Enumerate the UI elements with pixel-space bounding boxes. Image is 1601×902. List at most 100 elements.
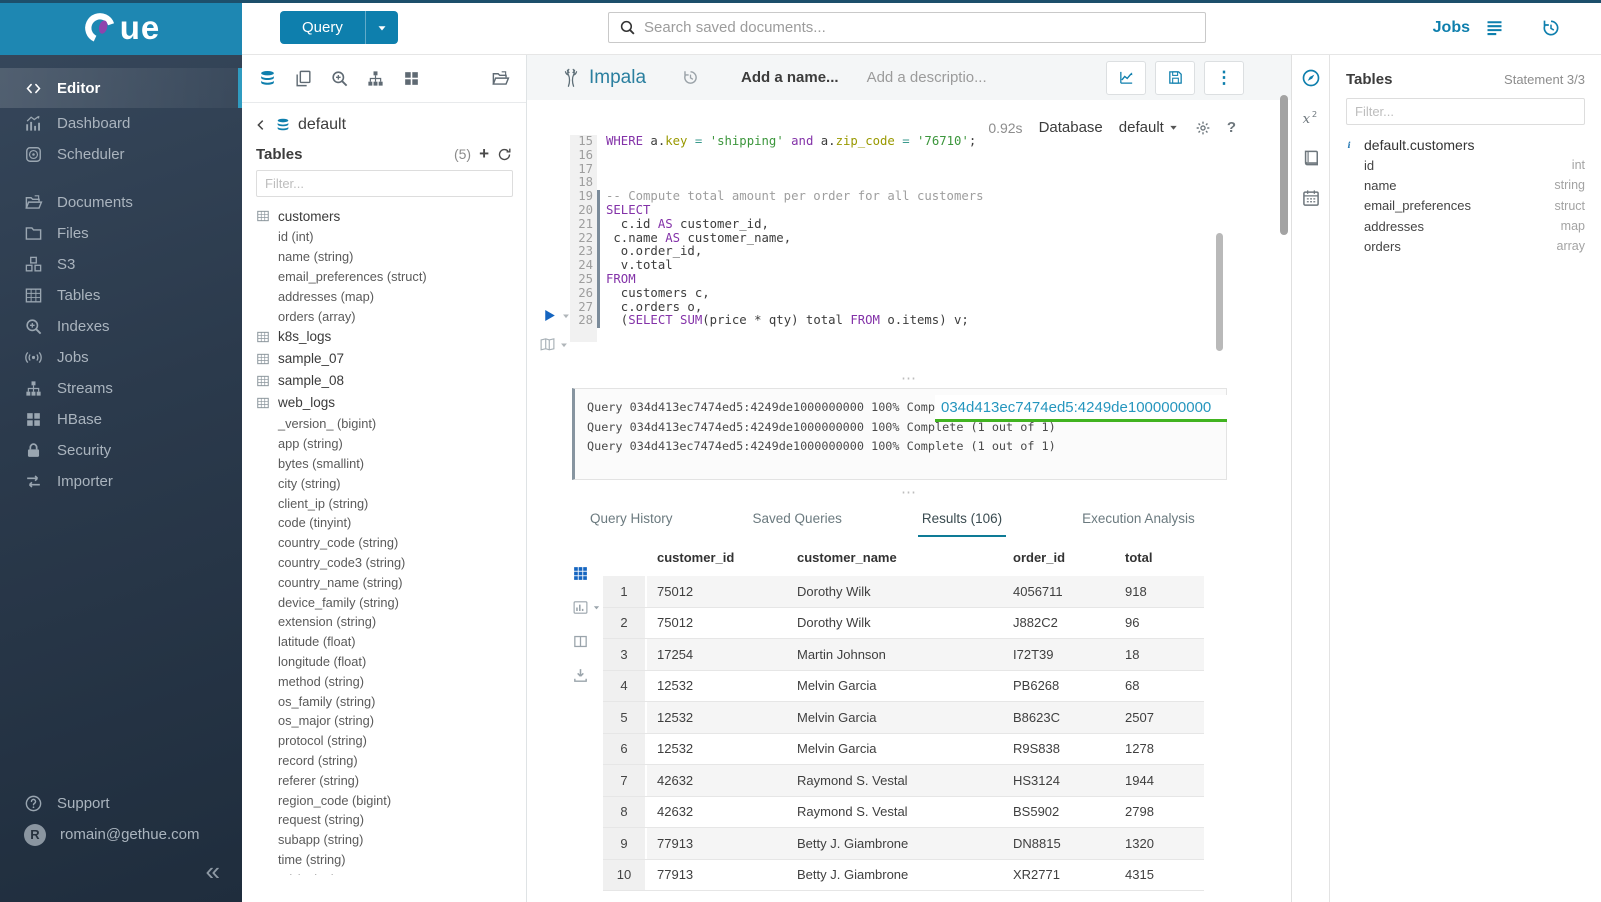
back-icon[interactable]	[254, 118, 268, 132]
table-row[interactable]: 9 77913 Betty J. Giambrone DN8815 1320	[603, 828, 1204, 860]
schema-column-orders[interactable]: orders array	[1330, 236, 1601, 256]
query-id-link[interactable]: 034d413ec7474ed5:4249de1000000000	[935, 395, 1227, 422]
more-actions-button[interactable]: ⋮	[1204, 60, 1244, 95]
tree-column[interactable]: record (string)	[278, 752, 358, 768]
tree-column[interactable]: country_code3 (string)	[278, 554, 406, 570]
jobs-link[interactable]: Jobs	[1432, 18, 1470, 36]
tree-table-sample_07[interactable]: sample_07	[242, 348, 526, 370]
tree-column[interactable]: os_major (string)	[278, 713, 375, 729]
tree-column[interactable]: city (string)	[278, 475, 341, 491]
tab-query-history[interactable]: Query History	[590, 511, 673, 526]
settings-gear-icon[interactable]	[1195, 120, 1211, 136]
code-line[interactable]: 21 c.id AS customer_id,	[527, 217, 1292, 232]
tree-column[interactable]: region_code (bigint)	[278, 792, 392, 808]
tab-results-106-[interactable]: Results (106)	[917, 503, 1007, 537]
tree-column[interactable]: latitude (float)	[278, 634, 356, 650]
database-select[interactable]: default	[1119, 119, 1179, 136]
tree-column[interactable]: client_ip (string)	[278, 495, 369, 511]
assist-icon[interactable]	[1292, 61, 1330, 95]
column-header-customer_name[interactable]: customer_name	[797, 549, 897, 565]
tree-column[interactable]: email_preferences (struct)	[278, 268, 427, 284]
tree-column[interactable]: country_name (string)	[278, 574, 403, 590]
tree-table-k8s_logs[interactable]: k8s_logs	[242, 326, 526, 348]
table-row[interactable]: 2 75012 Dorothy Wilk J882C2 96	[603, 607, 1204, 639]
tree-column[interactable]: orders (array)	[278, 308, 356, 324]
sidebar-item-security[interactable]: Security	[0, 435, 242, 466]
sidebar-item-indexes[interactable]: Indexes	[0, 311, 242, 342]
query-description-field[interactable]: Add a descriptio...	[866, 69, 987, 86]
tree-column[interactable]: protocol (string)	[278, 733, 367, 749]
tree-column[interactable]: request (string)	[278, 812, 365, 828]
tree-column[interactable]: addresses (map)	[278, 288, 375, 304]
sidebar-item-files[interactable]: Files	[0, 218, 242, 249]
code-line[interactable]: 16	[527, 148, 1292, 163]
tree-column[interactable]: code (tinyint)	[278, 515, 352, 531]
tree-table-customers[interactable]: customers	[242, 205, 526, 227]
code-line[interactable]: 27 c.orders o,	[527, 300, 1292, 315]
columns-view-button[interactable]	[572, 633, 601, 650]
sidebar-item-hbase[interactable]: HBase	[0, 404, 242, 435]
table-row[interactable]: 1 75012 Dorothy Wilk 4056711 918	[603, 576, 1204, 608]
sql-editor[interactable]: 15 WHERE a.key = 'shipping' and a.zip_cod…	[527, 134, 1292, 407]
sidebar-item-streams[interactable]: Streams	[0, 373, 242, 404]
schema-column-addresses[interactable]: addresses map	[1330, 216, 1601, 236]
column-header-order_id[interactable]: order_id	[1013, 549, 1066, 565]
sidebar-item-s3[interactable]: S3	[0, 249, 242, 280]
execute-button[interactable]	[541, 307, 571, 324]
database-breadcrumb[interactable]: default	[298, 116, 347, 133]
code-line[interactable]	[527, 328, 1292, 342]
tree-column[interactable]: extension (string)	[278, 614, 377, 630]
sidebar-item-documents[interactable]: Documents	[0, 187, 242, 218]
code-line[interactable]: 17	[527, 162, 1292, 177]
query-button-label[interactable]: Query	[280, 11, 365, 44]
schema-column-id[interactable]: id int	[1330, 155, 1601, 175]
code-line[interactable]: 26 customers c,	[527, 286, 1292, 301]
new-query-button[interactable]: Query	[280, 11, 398, 44]
sidebar-item-jobs[interactable]: Jobs	[0, 342, 242, 373]
tree-column[interactable]: app (string)	[278, 436, 343, 452]
column-header-customer_id[interactable]: customer_id	[657, 549, 735, 565]
tree-column[interactable]: referer (string)	[278, 772, 360, 788]
tree-column[interactable]: subapp (string)	[278, 832, 364, 848]
code-line[interactable]: 20 SELECT	[527, 203, 1292, 218]
code-line[interactable]: 19 -- Compute total amount per order for …	[527, 189, 1292, 204]
schema-column-name[interactable]: name string	[1330, 175, 1601, 195]
presentation-mode-button[interactable]	[539, 336, 569, 353]
jobs-list-icon[interactable]	[1484, 17, 1505, 38]
sidebar-item-support[interactable]: Support	[0, 788, 242, 819]
schedule-icon[interactable]	[1292, 181, 1330, 215]
search-input[interactable]	[644, 19, 1195, 36]
hue-logo[interactable]: ue	[0, 0, 242, 55]
code-line[interactable]: 25 FROM	[527, 272, 1292, 287]
add-table-icon[interactable]: +	[479, 144, 489, 163]
column-header-total[interactable]: total	[1125, 549, 1153, 565]
query-history-icon[interactable]	[1541, 18, 1561, 38]
table-row[interactable]: 10 77913 Betty J. Giambrone XR2771 4315	[603, 859, 1204, 891]
tree-column[interactable]: method (string)	[278, 673, 365, 689]
table-row[interactable]: 6 12532 Melvin Garcia R9S838 1278	[603, 733, 1204, 765]
table-row[interactable]: 8 42632 Raymond S. Vestal BS5902 2798	[603, 796, 1204, 828]
tree-table-sample_08[interactable]: sample_08	[242, 370, 526, 392]
streams-source-icon[interactable]	[366, 69, 385, 88]
code-line[interactable]: 23 o.order_id,	[527, 244, 1292, 260]
schema-filter-input[interactable]	[1346, 98, 1585, 125]
refresh-icon[interactable]	[497, 147, 512, 162]
active-table-name[interactable]: default.customers	[1364, 137, 1475, 153]
snippet-history-icon[interactable]	[682, 69, 699, 86]
chart-view-button[interactable]	[572, 599, 601, 616]
table-row[interactable]: 5 12532 Melvin Garcia B8623C 2507	[603, 702, 1204, 734]
sidebar-item-scheduler[interactable]: Scheduler	[0, 139, 242, 170]
schema-column-email_preferences[interactable]: email_preferences struct	[1330, 196, 1601, 216]
tree-column[interactable]: device_family (string)	[278, 594, 399, 610]
code-line[interactable]: 24 v.total	[527, 258, 1292, 273]
open-folder-icon[interactable]	[491, 69, 510, 88]
sidebar-item-dashboard[interactable]: Dashboard	[0, 108, 242, 139]
main-scrollbar[interactable]	[1280, 95, 1288, 235]
tree-column[interactable]: id (int)	[278, 229, 314, 245]
table-row[interactable]: 4 12532 Melvin Garcia PB6268 68	[603, 670, 1204, 702]
tab-saved-queries[interactable]: Saved Queries	[752, 511, 842, 526]
tree-column[interactable]: url (string)	[242, 869, 526, 875]
save-button[interactable]	[1155, 60, 1195, 95]
hbase-source-icon[interactable]	[402, 69, 421, 88]
